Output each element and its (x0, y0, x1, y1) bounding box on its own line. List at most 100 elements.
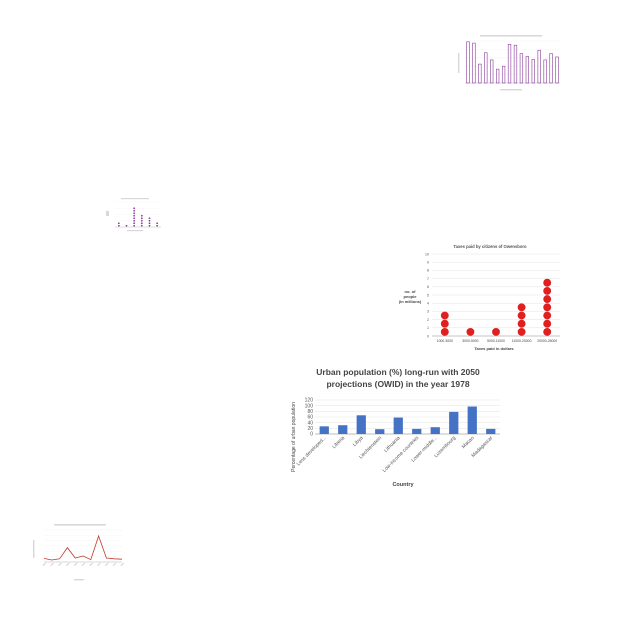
bar (501, 65, 506, 84)
dot (140, 214, 143, 217)
x-tick-label-placeholder (58, 562, 62, 567)
dot (117, 224, 120, 227)
title-placeholder (54, 524, 106, 526)
y-tick-label: 10 (425, 252, 429, 256)
dot (133, 217, 136, 220)
urban-x-ticks: Less developed... Liberia LibyaLiechtenste… (296, 435, 495, 474)
y-tick-label: 120 (305, 398, 314, 404)
small-bars-gridlines (465, 40, 560, 84)
y-tick-label: 4 (427, 302, 429, 306)
y-tick-label: 0 (427, 334, 429, 338)
xlabel-placeholder (74, 579, 84, 581)
bar (486, 428, 496, 434)
xlabel-placeholder (500, 89, 522, 91)
chart-title-line-1: Urban population (%) long-run with 2050 (316, 367, 480, 377)
dot (148, 217, 151, 220)
small-red-line-chart (33, 524, 125, 581)
x-tick-label-placeholder (50, 562, 54, 567)
x-tick-label-placeholder (73, 562, 78, 567)
small-dots (117, 207, 159, 227)
taxes-dot-plot: Taxes paid by citizens of Owensboro 0 1 2 3… (399, 244, 560, 351)
dot (148, 219, 151, 222)
series-line (43, 534, 123, 561)
dot (517, 311, 526, 320)
taxes-y-ticks: 0 1 2 3 4 5 6 7 8 9 10 (425, 252, 429, 338)
x-tick-label: 3000-5000 (462, 339, 478, 343)
x-tick-label-placeholder (81, 562, 86, 567)
ylabel-placeholder (106, 211, 109, 216)
y-tick-label: 8 (427, 269, 429, 273)
dot (140, 217, 143, 220)
dot (543, 327, 552, 336)
bar (319, 426, 329, 434)
x-tick-label: 11000-20000 (512, 339, 532, 343)
y-tick-label: 5 (427, 293, 429, 297)
dot (543, 295, 552, 304)
dot (543, 278, 552, 287)
title-placeholder (480, 35, 542, 37)
bar (519, 53, 524, 84)
bar (525, 56, 529, 84)
dot (466, 327, 475, 336)
y-tick-label: 100 (305, 403, 314, 409)
chart-title-line-2: projections (OWID) in the year 1978 (326, 379, 469, 389)
ylabel-placeholder (33, 540, 35, 558)
x-tick-label: Less developed... (296, 435, 328, 467)
small-purple-bar-chart (458, 35, 560, 91)
dot (156, 222, 159, 225)
dot (133, 209, 136, 212)
y-tick-label: 20 (307, 426, 313, 432)
dot (148, 224, 151, 227)
dot (133, 212, 136, 215)
dot (517, 319, 526, 328)
dot (517, 303, 526, 312)
dot (543, 286, 552, 295)
bar (549, 53, 553, 84)
x-tick-label-placeholder (97, 562, 101, 567)
x-tick-label: 20000-25000 (537, 339, 557, 343)
y-axis-label-line-3: (in millions) (399, 299, 422, 304)
taxes-dots (440, 278, 552, 336)
bar (531, 59, 535, 84)
dot (133, 207, 136, 210)
small-dots-gridlines (115, 201, 161, 228)
x-tick-label: 5000-11000 (487, 339, 505, 343)
bar (484, 52, 488, 84)
y-tick-label: 40 (307, 420, 313, 426)
small-line-series (42, 534, 125, 567)
dot (133, 222, 136, 225)
dot (440, 311, 449, 320)
urban-bars (319, 406, 496, 434)
dot (148, 222, 151, 225)
small-line-gridlines (44, 529, 122, 563)
small-purple-dot-plot (106, 198, 161, 232)
bar (555, 56, 559, 84)
y-tick-label: 3 (427, 310, 429, 314)
bar (393, 417, 403, 434)
dot (133, 219, 136, 222)
dot (133, 224, 136, 227)
x-axis-label: Country (392, 482, 414, 488)
dot (156, 224, 159, 227)
y-tick-label: 60 (307, 415, 313, 421)
bar (543, 59, 547, 84)
dot (517, 327, 526, 336)
y-tick-label: 9 (427, 261, 429, 265)
y-tick-label: 80 (307, 409, 313, 415)
bar (449, 411, 459, 434)
y-tick-label: 1 (427, 326, 429, 330)
dot (117, 222, 120, 225)
dot (125, 224, 128, 227)
y-tick-label: 2 (427, 318, 429, 322)
dot (543, 311, 552, 320)
x-tick-label-placeholder (42, 562, 47, 567)
title-placeholder (121, 198, 149, 200)
dot (133, 214, 136, 217)
bar (507, 44, 512, 84)
bar (338, 425, 348, 434)
bar (537, 49, 541, 84)
dot (543, 319, 552, 328)
xlabel-placeholder (127, 230, 143, 232)
bar (496, 68, 500, 84)
